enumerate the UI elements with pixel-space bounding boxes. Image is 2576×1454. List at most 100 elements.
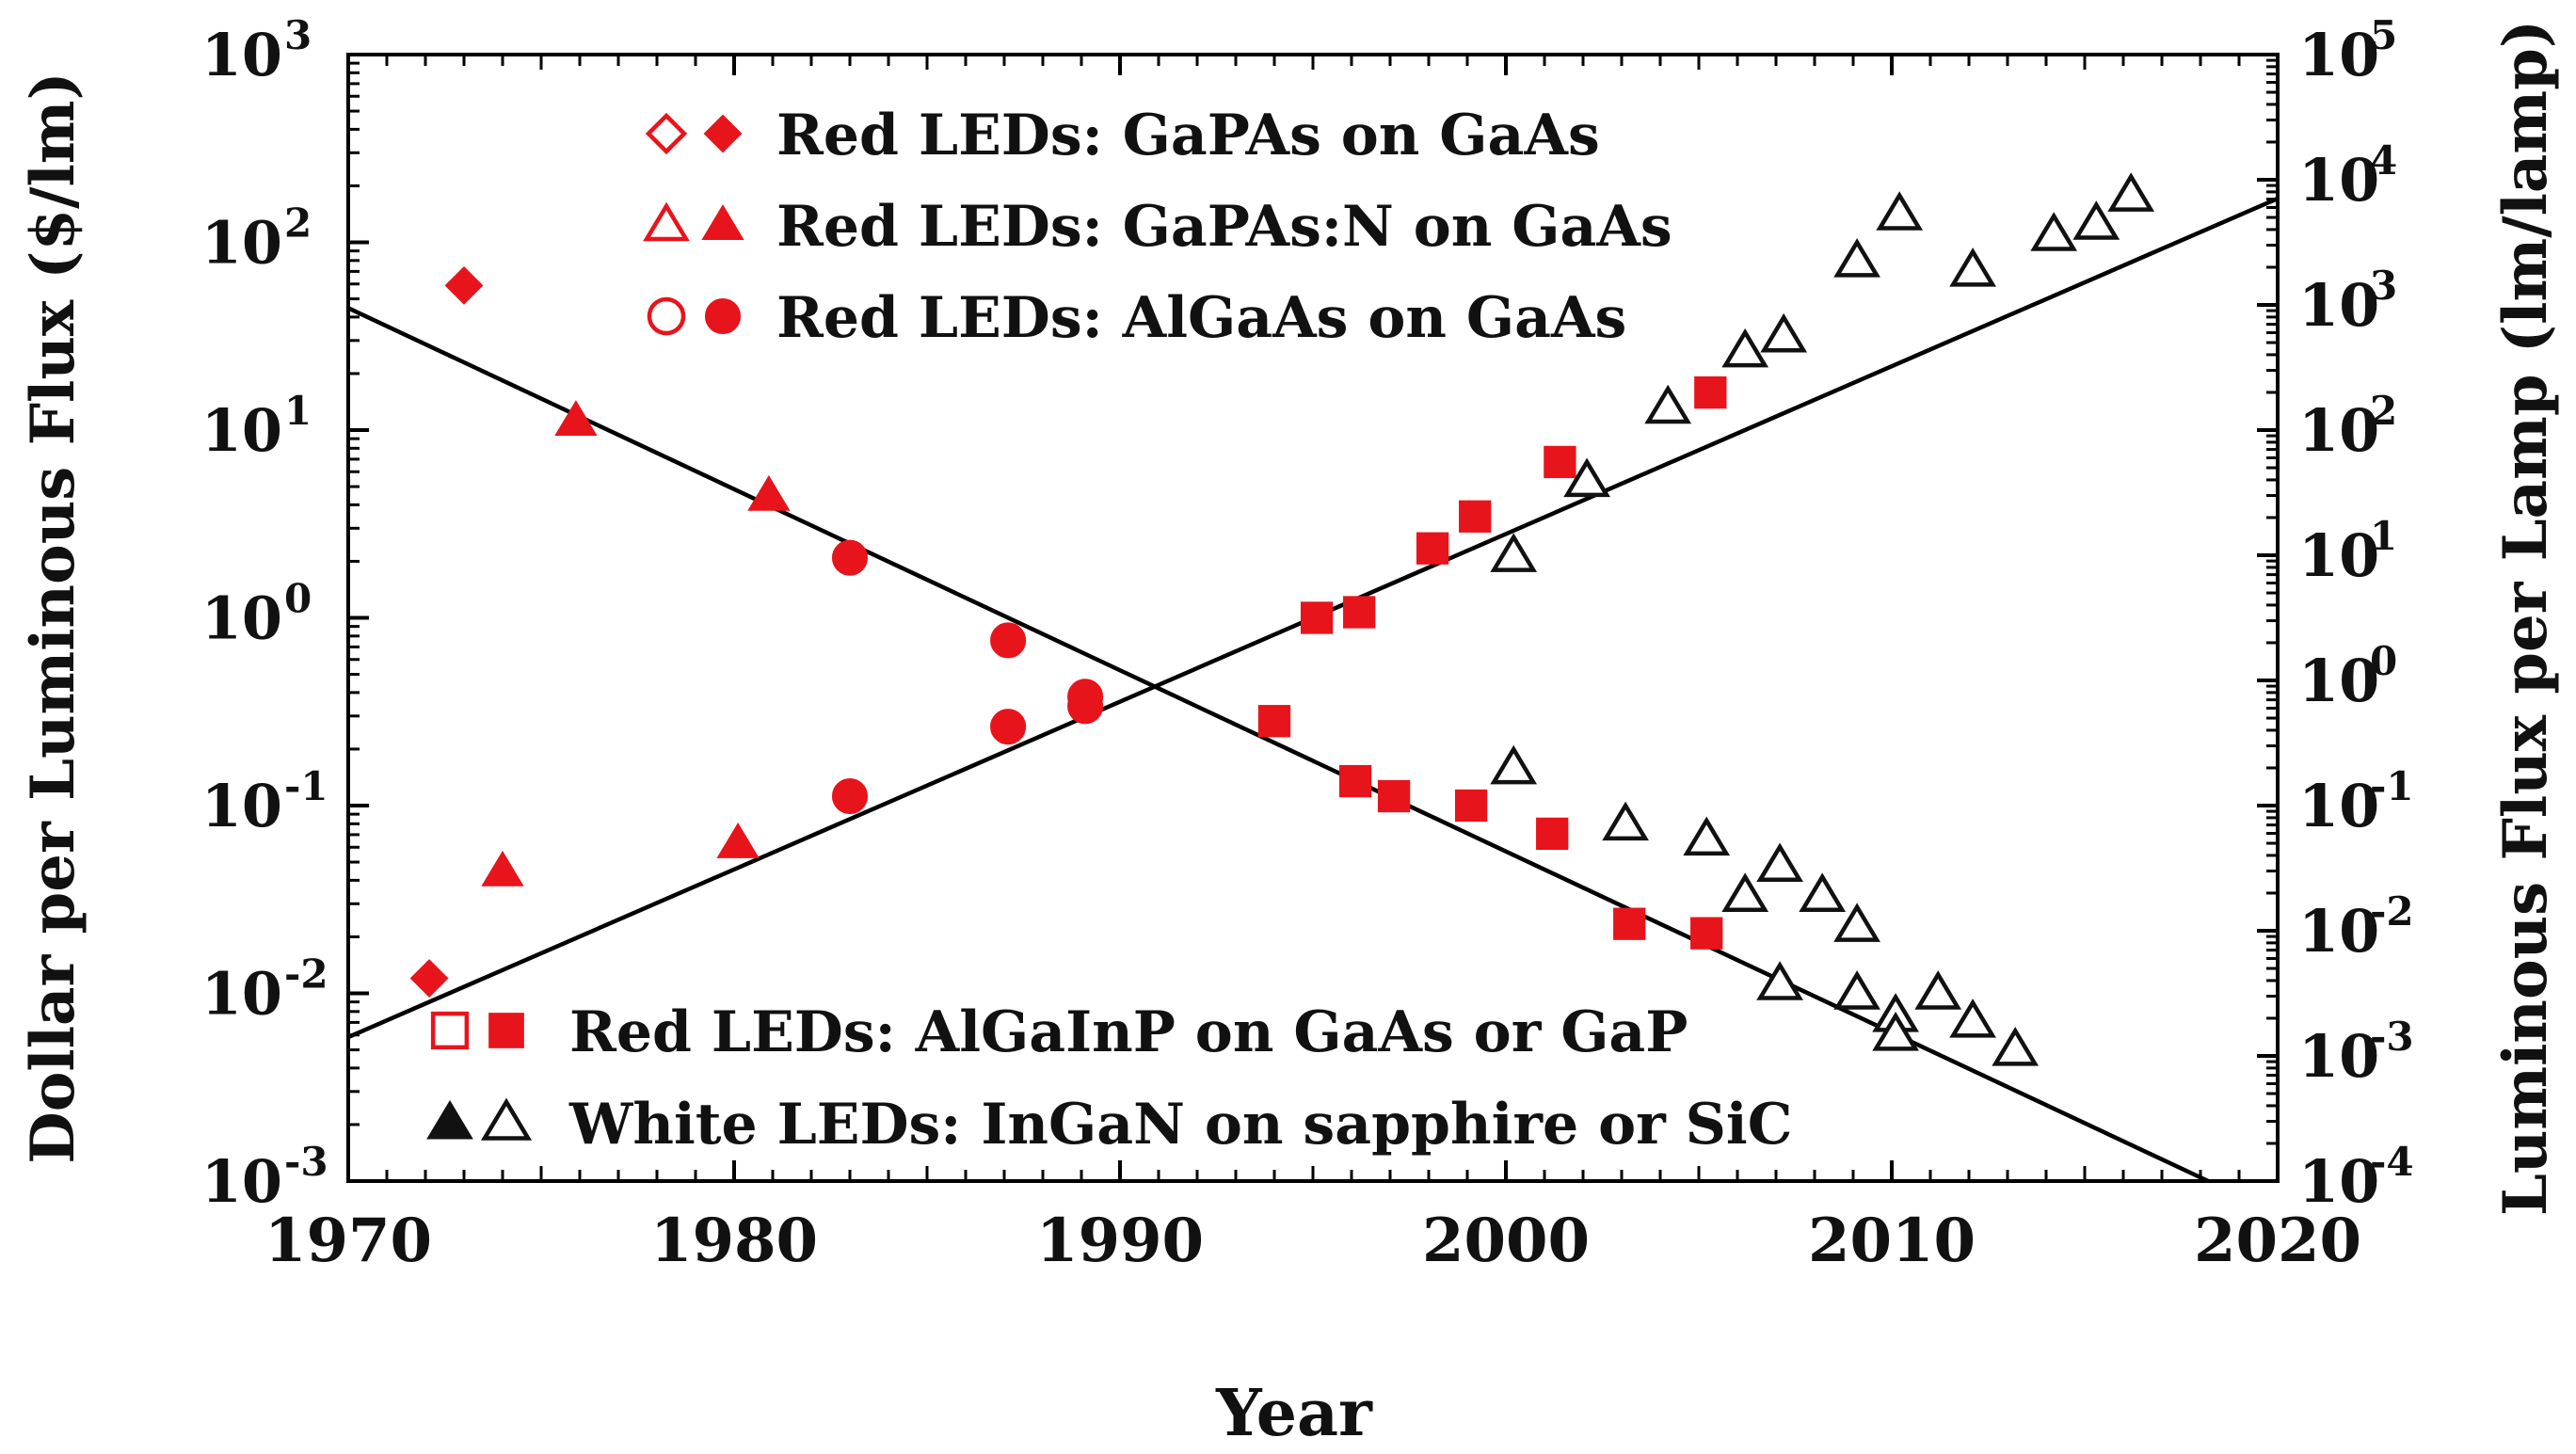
right-tick-label: 10 — [2298, 21, 2379, 89]
data-point-circle-2-5 — [1067, 679, 1104, 715]
right-y-axis-title: Luminous Flux per Lamp (lm/lamp) — [2490, 20, 2561, 1216]
data-point-triangle-4-4 — [1644, 384, 1692, 424]
data-point-triangle-4-24 — [2107, 172, 2155, 212]
data-point-triangle-4-20 — [1949, 248, 1996, 287]
data-point-triangle-4-3 — [1602, 801, 1649, 841]
right-tick-label: 10 — [2298, 146, 2379, 215]
data-point-triangle-4-8 — [1756, 842, 1803, 883]
legend-bottom-label-1: White LEDs: InGaN on sapphire or SiC — [568, 1092, 1792, 1158]
data-point-triangle-4-21 — [1992, 1027, 2040, 1066]
left-tick-exponent: 0 — [284, 576, 312, 622]
data-point-triangle-4-17 — [1876, 191, 1924, 231]
left-tick-label: 10 — [201, 1147, 282, 1216]
left-tick-exponent: 3 — [284, 12, 312, 58]
data-markers — [409, 172, 2155, 1066]
data-point-triangle-1-1 — [554, 400, 598, 436]
right-tick-exponent: 4 — [2370, 137, 2397, 184]
right-tick-exponent: 1 — [2370, 513, 2397, 559]
data-point-triangle-4-9 — [1756, 961, 1803, 1000]
legend-top-label-0: Red LEDs: GaPAs on GaAs — [776, 103, 1600, 168]
data-point-circle-2-1 — [831, 539, 869, 576]
data-point-square-3-11 — [1690, 917, 1723, 950]
legend-open-diamond-icon — [645, 112, 688, 155]
data-point-triangle-4-23 — [2072, 200, 2120, 240]
legend-open-triangle-icon — [480, 1097, 533, 1141]
data-point-square-3-1 — [1300, 601, 1334, 634]
legend-filled-triangle-icon — [426, 1100, 473, 1140]
left-tick-label: 10 — [201, 209, 282, 278]
left-tick-exponent: 1 — [284, 388, 312, 434]
data-point-circle-2-0 — [831, 777, 869, 815]
data-point-triangle-4-1 — [1490, 533, 1538, 572]
data-point-diamond-0-1 — [444, 265, 484, 305]
x-tick-label: 2020 — [2194, 1206, 2361, 1276]
right-tick-label: 10 — [2298, 647, 2379, 715]
left-tick-label: 10 — [201, 960, 282, 1029]
data-point-square-3-3 — [1343, 596, 1376, 629]
data-point-triangle-4-18 — [1914, 970, 1962, 1010]
legend-top-label-2: Red LEDs: AlGaAs on GaAs — [776, 285, 1626, 351]
data-point-square-3-5 — [1416, 532, 1449, 565]
right-tick-exponent: 3 — [2370, 263, 2397, 309]
x-axis-title: Year — [1215, 1376, 1373, 1451]
right-tick-label: 10 — [2298, 1147, 2379, 1216]
data-point-diamond-0-0 — [409, 959, 449, 998]
legend-open-square-icon — [430, 1011, 470, 1050]
legend-filled-diamond-icon — [703, 114, 743, 153]
data-point-square-3-10 — [1613, 907, 1646, 940]
right-tick-exponent: -2 — [2370, 888, 2414, 935]
legend-open-circle-icon — [647, 296, 686, 336]
data-point-triangle-4-13 — [1833, 970, 1880, 1010]
right-tick-exponent: 0 — [2370, 638, 2397, 684]
legend-filled-circle-icon — [704, 297, 742, 335]
data-point-triangle-4-6 — [1721, 872, 1769, 912]
data-point-triangle-4-2 — [1563, 457, 1610, 498]
data-point-square-3-2 — [1338, 764, 1372, 798]
data-point-triangle-4-16 — [1872, 1012, 1919, 1051]
legend-top-label-1: Red LEDs: GaPAs:N on GaAs — [776, 194, 1672, 260]
right-tick-exponent: 5 — [2370, 12, 2397, 58]
data-point-square-3-7 — [1459, 500, 1492, 533]
legend: Red LEDs: GaPAs on GaAs Red LEDs: GaPAs:N… — [426, 103, 1792, 1158]
right-tick-exponent: -3 — [2370, 1014, 2414, 1060]
left-tick-exponent: -1 — [284, 763, 328, 809]
left-tick-label: 10 — [201, 772, 282, 840]
right-tick-label: 10 — [2298, 772, 2379, 840]
data-point-square-3-9 — [1544, 445, 1576, 479]
data-point-circle-2-2 — [990, 709, 1027, 745]
data-point-square-3-8 — [1536, 817, 1569, 851]
legend-open-triangle-icon — [643, 201, 690, 242]
x-tick-label: 1980 — [650, 1206, 818, 1276]
left-tick-label: 10 — [201, 584, 282, 653]
left-tick-exponent: -2 — [284, 951, 328, 998]
data-point-circle-2-3 — [990, 622, 1027, 659]
x-tick-label: 1990 — [1036, 1206, 1204, 1276]
data-point-square-3-6 — [1454, 789, 1488, 823]
x-tick-label: 1970 — [264, 1206, 432, 1276]
left-y-axis-title: Dollar per Luminous Flux ($/lm) — [18, 72, 88, 1164]
data-point-triangle-4-11 — [1799, 872, 1847, 912]
data-point-triangle-4-12 — [1833, 903, 1880, 942]
x-tick-label: 2010 — [1808, 1206, 1976, 1276]
data-point-triangle-1-3 — [747, 474, 791, 511]
data-point-triangle-4-14 — [1833, 238, 1880, 278]
left-tick-label: 10 — [201, 396, 282, 465]
data-point-square-3-4 — [1377, 779, 1411, 813]
data-point-square-3-0 — [1257, 705, 1291, 738]
data-point-triangle-4-10 — [1760, 312, 1808, 353]
legend-bottom-label-0: Red LEDs: AlGaInP on GaAs or GaP — [569, 999, 1688, 1065]
right-tick-label: 10 — [2298, 897, 2379, 966]
legend-filled-square-icon — [488, 1013, 524, 1048]
data-point-triangle-4-19 — [1949, 999, 1996, 1038]
data-point-triangle-1-0 — [481, 850, 524, 887]
right-tick-label: 10 — [2298, 271, 2379, 340]
legend-filled-triangle-icon — [701, 204, 744, 240]
right-tick-label: 10 — [2298, 396, 2379, 465]
data-point-triangle-4-0 — [1490, 744, 1538, 785]
data-point-square-3-12 — [1694, 375, 1727, 409]
data-point-triangle-4-7 — [1721, 328, 1769, 368]
data-point-triangle-4-22 — [2030, 212, 2078, 251]
data-point-triangle-1-2 — [716, 823, 760, 858]
